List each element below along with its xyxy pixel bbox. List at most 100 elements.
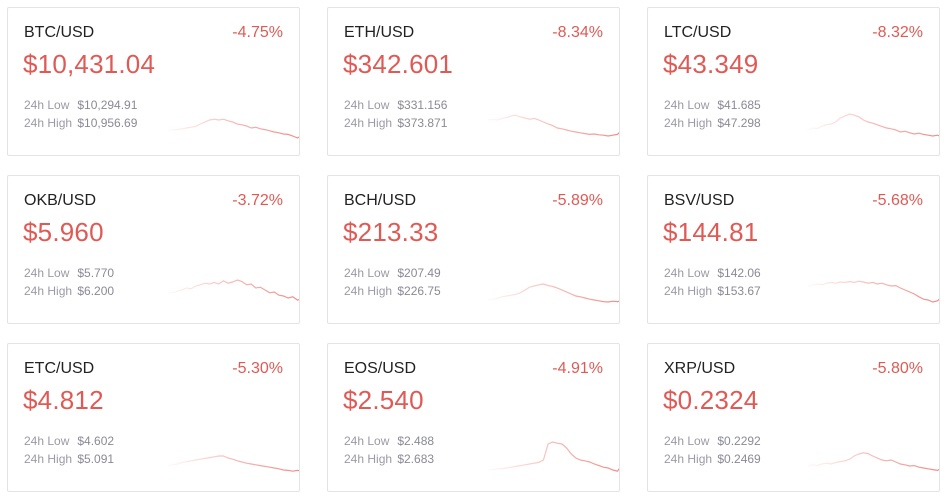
sparkline-path (488, 283, 619, 303)
ticker-card-btc-usd[interactable]: BTC/USD -4.75% $10,431.04 24h Low $10,29… (7, 7, 300, 156)
sparkline (168, 455, 299, 472)
sparkline (488, 114, 619, 137)
ticker-card-ltc-usd[interactable]: LTC/USD -8.32% $43.349 24h Low $41.685 2… (647, 7, 940, 156)
low-value: $0.2292 (717, 434, 761, 448)
sparkline-path (488, 441, 619, 472)
low-row: 24h Low $142.06 (664, 264, 761, 282)
sparkline-path (168, 279, 299, 301)
sparkline-path (168, 455, 299, 472)
ticker-card-eos-usd[interactable]: EOS/USD -4.91% $2.540 24h Low $2.488 24h… (327, 343, 620, 492)
ticker-card-bsv-usd[interactable]: BSV/USD -5.68% $144.81 24h Low $142.06 2… (647, 175, 940, 324)
sparkline (808, 452, 939, 472)
high-value: $226.75 (397, 284, 441, 298)
sparkline-path (168, 118, 299, 139)
ticker-change: -8.32% (872, 24, 923, 41)
ticker-stats: 24h Low $142.06 24h High $153.67 (664, 264, 761, 300)
ticker-pair: EOS/USD (344, 360, 417, 377)
high-row: 24h High $6.200 (24, 282, 114, 300)
high-row: 24h High $0.2469 (664, 450, 761, 468)
high-label: 24h High (664, 284, 713, 298)
ticker-pair: ETH/USD (344, 24, 415, 41)
low-label: 24h Low (664, 98, 710, 112)
high-row: 24h High $2.683 (344, 450, 434, 468)
low-row: 24h Low $2.488 (344, 432, 434, 450)
high-value: $47.298 (717, 116, 761, 130)
sparkline-path (808, 452, 939, 472)
low-row: 24h Low $4.602 (24, 432, 114, 450)
ticker-price: $0.2324 (663, 385, 759, 415)
ticker-change: -5.30% (232, 360, 283, 377)
low-value: $142.06 (717, 266, 761, 280)
ticker-price: $2.540 (343, 385, 424, 415)
low-label: 24h Low (24, 434, 70, 448)
sparkline (168, 279, 299, 301)
low-label: 24h Low (344, 98, 390, 112)
sparkline (168, 118, 299, 139)
high-value: $10,956.69 (77, 116, 138, 130)
ticker-change: -5.68% (872, 192, 923, 209)
sparkline-path (808, 280, 939, 303)
ticker-price: $4.812 (23, 385, 104, 415)
low-value: $10,294.91 (77, 98, 138, 112)
ticker-stats: 24h Low $4.602 24h High $5.091 (24, 432, 114, 468)
ticker-card-xrp-usd[interactable]: XRP/USD -5.80% $0.2324 24h Low $0.2292 2… (647, 343, 940, 492)
high-value: $5.091 (77, 452, 115, 466)
low-row: 24h Low $5.770 (24, 264, 114, 282)
high-row: 24h High $10,956.69 (24, 114, 137, 132)
low-label: 24h Low (344, 266, 390, 280)
ticker-change: -4.75% (232, 24, 283, 41)
high-value: $373.871 (397, 116, 448, 130)
low-value: $207.49 (397, 266, 441, 280)
ticker-stats: 24h Low $41.685 24h High $47.298 (664, 96, 761, 132)
ticker-stats: 24h Low $2.488 24h High $2.683 (344, 432, 434, 468)
high-label: 24h High (664, 116, 713, 130)
ticker-price: $342.601 (343, 49, 454, 79)
ticker-change: -3.72% (232, 192, 283, 209)
high-label: 24h High (24, 116, 73, 130)
low-row: 24h Low $10,294.91 (24, 96, 137, 114)
low-row: 24h Low $41.685 (664, 96, 761, 114)
high-value: $0.2469 (717, 452, 761, 466)
ticker-change: -4.91% (552, 360, 603, 377)
low-row: 24h Low $207.49 (344, 264, 441, 282)
ticker-change: -5.80% (872, 360, 923, 377)
ticker-pair: BSV/USD (664, 192, 735, 209)
high-row: 24h High $5.091 (24, 450, 114, 468)
high-label: 24h High (344, 116, 393, 130)
ticker-pair: ETC/USD (24, 360, 95, 377)
ticker-card-okb-usd[interactable]: OKB/USD -3.72% $5.960 24h Low $5.770 24h… (7, 175, 300, 324)
ticker-stats: 24h Low $331.156 24h High $373.871 (344, 96, 447, 132)
high-row: 24h High $153.67 (664, 282, 761, 300)
ticker-stats: 24h Low $10,294.91 24h High $10,956.69 (24, 96, 137, 132)
ticker-price: $10,431.04 (23, 49, 156, 79)
sparkline (808, 280, 939, 303)
high-value: $2.683 (397, 452, 435, 466)
ticker-change: -5.89% (552, 192, 603, 209)
low-value: $331.156 (397, 98, 448, 112)
ticker-stats: 24h Low $5.770 24h High $6.200 (24, 264, 114, 300)
ticker-price: $213.33 (343, 217, 439, 247)
ticker-pair: BTC/USD (24, 24, 95, 41)
ticker-price: $43.349 (663, 49, 759, 79)
ticker-card-eth-usd[interactable]: ETH/USD -8.34% $342.601 24h Low $331.156… (327, 7, 620, 156)
low-value: $41.685 (717, 98, 761, 112)
low-label: 24h Low (664, 266, 710, 280)
high-label: 24h High (664, 452, 713, 466)
sparkline (488, 283, 619, 303)
low-label: 24h Low (344, 434, 390, 448)
high-row: 24h High $373.871 (344, 114, 447, 132)
sparkline-path (808, 113, 939, 137)
ticker-pair: LTC/USD (664, 24, 732, 41)
low-row: 24h Low $331.156 (344, 96, 447, 114)
low-label: 24h Low (24, 266, 70, 280)
high-label: 24h High (24, 284, 73, 298)
low-value: $4.602 (77, 434, 115, 448)
low-row: 24h Low $0.2292 (664, 432, 761, 450)
ticker-card-etc-usd[interactable]: ETC/USD -5.30% $4.812 24h Low $4.602 24h… (7, 343, 300, 492)
high-value: $153.67 (717, 284, 761, 298)
high-label: 24h High (24, 452, 73, 466)
high-label: 24h High (344, 452, 393, 466)
ticker-change: -8.34% (552, 24, 603, 41)
ticker-card-bch-usd[interactable]: BCH/USD -5.89% $213.33 24h Low $207.49 2… (327, 175, 620, 324)
